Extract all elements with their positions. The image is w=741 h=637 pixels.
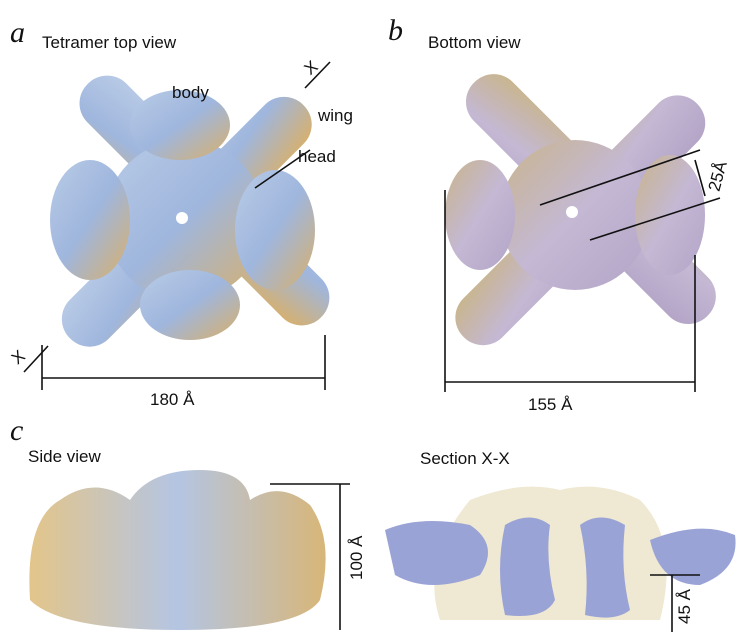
label: head: [298, 147, 336, 166]
label: wing: [317, 106, 353, 125]
label: body: [172, 83, 209, 102]
section-image: [385, 486, 736, 620]
section-marker: X: [301, 57, 322, 79]
top-view-image: [50, 75, 330, 347]
panel-title: Side view: [28, 447, 101, 466]
panel-title: Bottom view: [428, 33, 521, 52]
dimension-label: 45 Å: [675, 588, 694, 624]
panel-letter: b: [388, 14, 403, 47]
panel-letter: c: [10, 414, 23, 447]
panel-title: Tetramer top view: [42, 33, 177, 52]
panel-title: Section X-X: [420, 449, 510, 468]
dimension-lines: [23, 61, 721, 632]
dimension-label: 155 Å: [528, 395, 573, 414]
dimension-label: 25Å: [705, 159, 731, 194]
panel-letter: a: [10, 16, 25, 49]
dimension-label: 100 Å: [347, 535, 366, 580]
bottom-view-image: [445, 74, 716, 346]
side-view-image: [29, 470, 326, 630]
section-marker: X: [8, 346, 29, 368]
dimension-label: 180 Å: [150, 390, 195, 409]
